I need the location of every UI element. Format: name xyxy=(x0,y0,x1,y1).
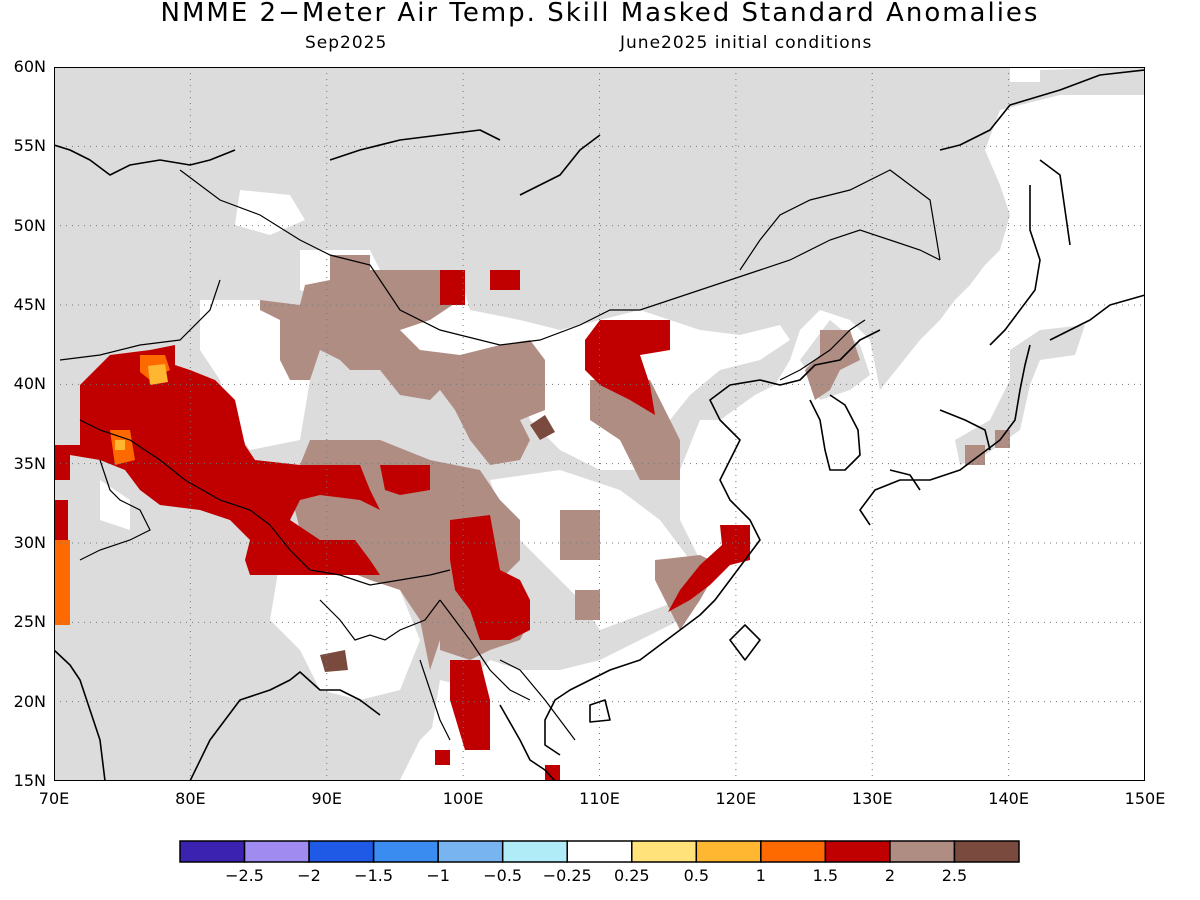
colorbar-label: 1.5 xyxy=(812,866,839,885)
colorbar-label: 2.5 xyxy=(941,866,968,885)
colorbar-swatch xyxy=(437,840,504,863)
unmasked-gap-6 xyxy=(100,480,130,530)
coastlines xyxy=(54,69,1145,781)
forecast-month: Sep2025 xyxy=(305,33,388,53)
longitude-label: 80E xyxy=(175,789,206,808)
colorbar-swatch xyxy=(953,840,1020,863)
colorbar-label: −0.25 xyxy=(542,866,592,885)
colorbar-swatch xyxy=(889,840,956,863)
anomaly-region-east-china xyxy=(668,525,750,612)
anomaly-region-korea xyxy=(805,330,860,400)
anomaly-region-japan xyxy=(965,430,1010,465)
map-gridlines xyxy=(54,67,1145,781)
colorbar-label: 0.5 xyxy=(683,866,710,885)
latitude-label: 15N xyxy=(13,771,46,790)
unmasked-gap-5 xyxy=(270,560,420,700)
colorbar-swatch xyxy=(695,840,762,863)
colorbar-swatch xyxy=(308,840,375,863)
latitude-label: 40N xyxy=(13,374,46,394)
longitude-label: 120E xyxy=(715,789,757,808)
masked-japan xyxy=(955,325,1085,465)
anomaly-region-sichuan-yunnan xyxy=(450,515,530,640)
longitude-label: 140E xyxy=(988,789,1029,808)
map-plot-area xyxy=(54,67,1145,781)
anomaly-region-central-red-2 xyxy=(380,465,430,495)
unmasked-gap-1 xyxy=(235,190,305,235)
anomaly-region-misc-1 xyxy=(560,510,600,620)
anomaly-region-dark-brown xyxy=(530,415,555,440)
longitude-label: 110E xyxy=(579,789,620,808)
latitude-label: 30N xyxy=(13,533,46,552)
latitude-label: 55N xyxy=(13,136,46,156)
latitude-label: 60N xyxy=(13,57,46,76)
anomaly-region-mongolia-patch xyxy=(440,270,520,305)
anomaly-region-tibet-mongolia xyxy=(260,255,545,465)
latitude-label: 50N xyxy=(13,215,46,235)
longitude-label: 100E xyxy=(442,789,484,808)
colorbar-label: 1 xyxy=(755,866,766,885)
colorbar-label: −1.5 xyxy=(354,866,394,885)
colorbar-swatch xyxy=(243,840,310,863)
latitude-label: 45N xyxy=(13,295,46,314)
longitude-label: 70E xyxy=(38,789,70,808)
latitude-label: 25N xyxy=(13,612,46,632)
colorbar-swatch xyxy=(631,840,698,863)
anomaly-region-yellow-1 xyxy=(115,364,168,450)
anomaly-region-northeast-china xyxy=(585,320,670,415)
colorbar-swatch xyxy=(824,840,891,863)
colorbar-swatch xyxy=(760,840,827,863)
colorbar-swatch xyxy=(179,840,246,863)
colorbar-label: −1 xyxy=(426,866,450,885)
colorbar-label: −2 xyxy=(297,866,321,885)
anomaly-region-central-china xyxy=(590,380,680,480)
latitude-label: 20N xyxy=(13,691,46,711)
colorbar xyxy=(179,840,1020,863)
initial-conditions: June2025 initial conditions xyxy=(620,33,873,53)
latitude-label: 35N xyxy=(13,453,46,473)
anomaly-region-central-asia xyxy=(54,345,380,575)
map-title: NMME 2−Meter Air Temp. Skill Masked Stan… xyxy=(160,0,1040,28)
longitude-label: 90E xyxy=(311,789,342,808)
colorbar-swatch xyxy=(501,840,568,863)
colorbar-swatch xyxy=(372,840,439,863)
colorbar-swatch xyxy=(566,840,633,863)
country-borders xyxy=(59,169,941,741)
colorbar-label: 2 xyxy=(884,866,896,885)
colorbar-label: −2.5 xyxy=(225,866,264,885)
anomaly-region-myanmar xyxy=(435,660,560,781)
anomaly-region-orange-1 xyxy=(54,355,170,625)
colorbar-label: −0.5 xyxy=(483,866,523,885)
longitude-label: 150E xyxy=(1124,789,1166,808)
colorbar-label: 0.25 xyxy=(613,866,650,885)
longitude-label: 130E xyxy=(851,789,893,808)
